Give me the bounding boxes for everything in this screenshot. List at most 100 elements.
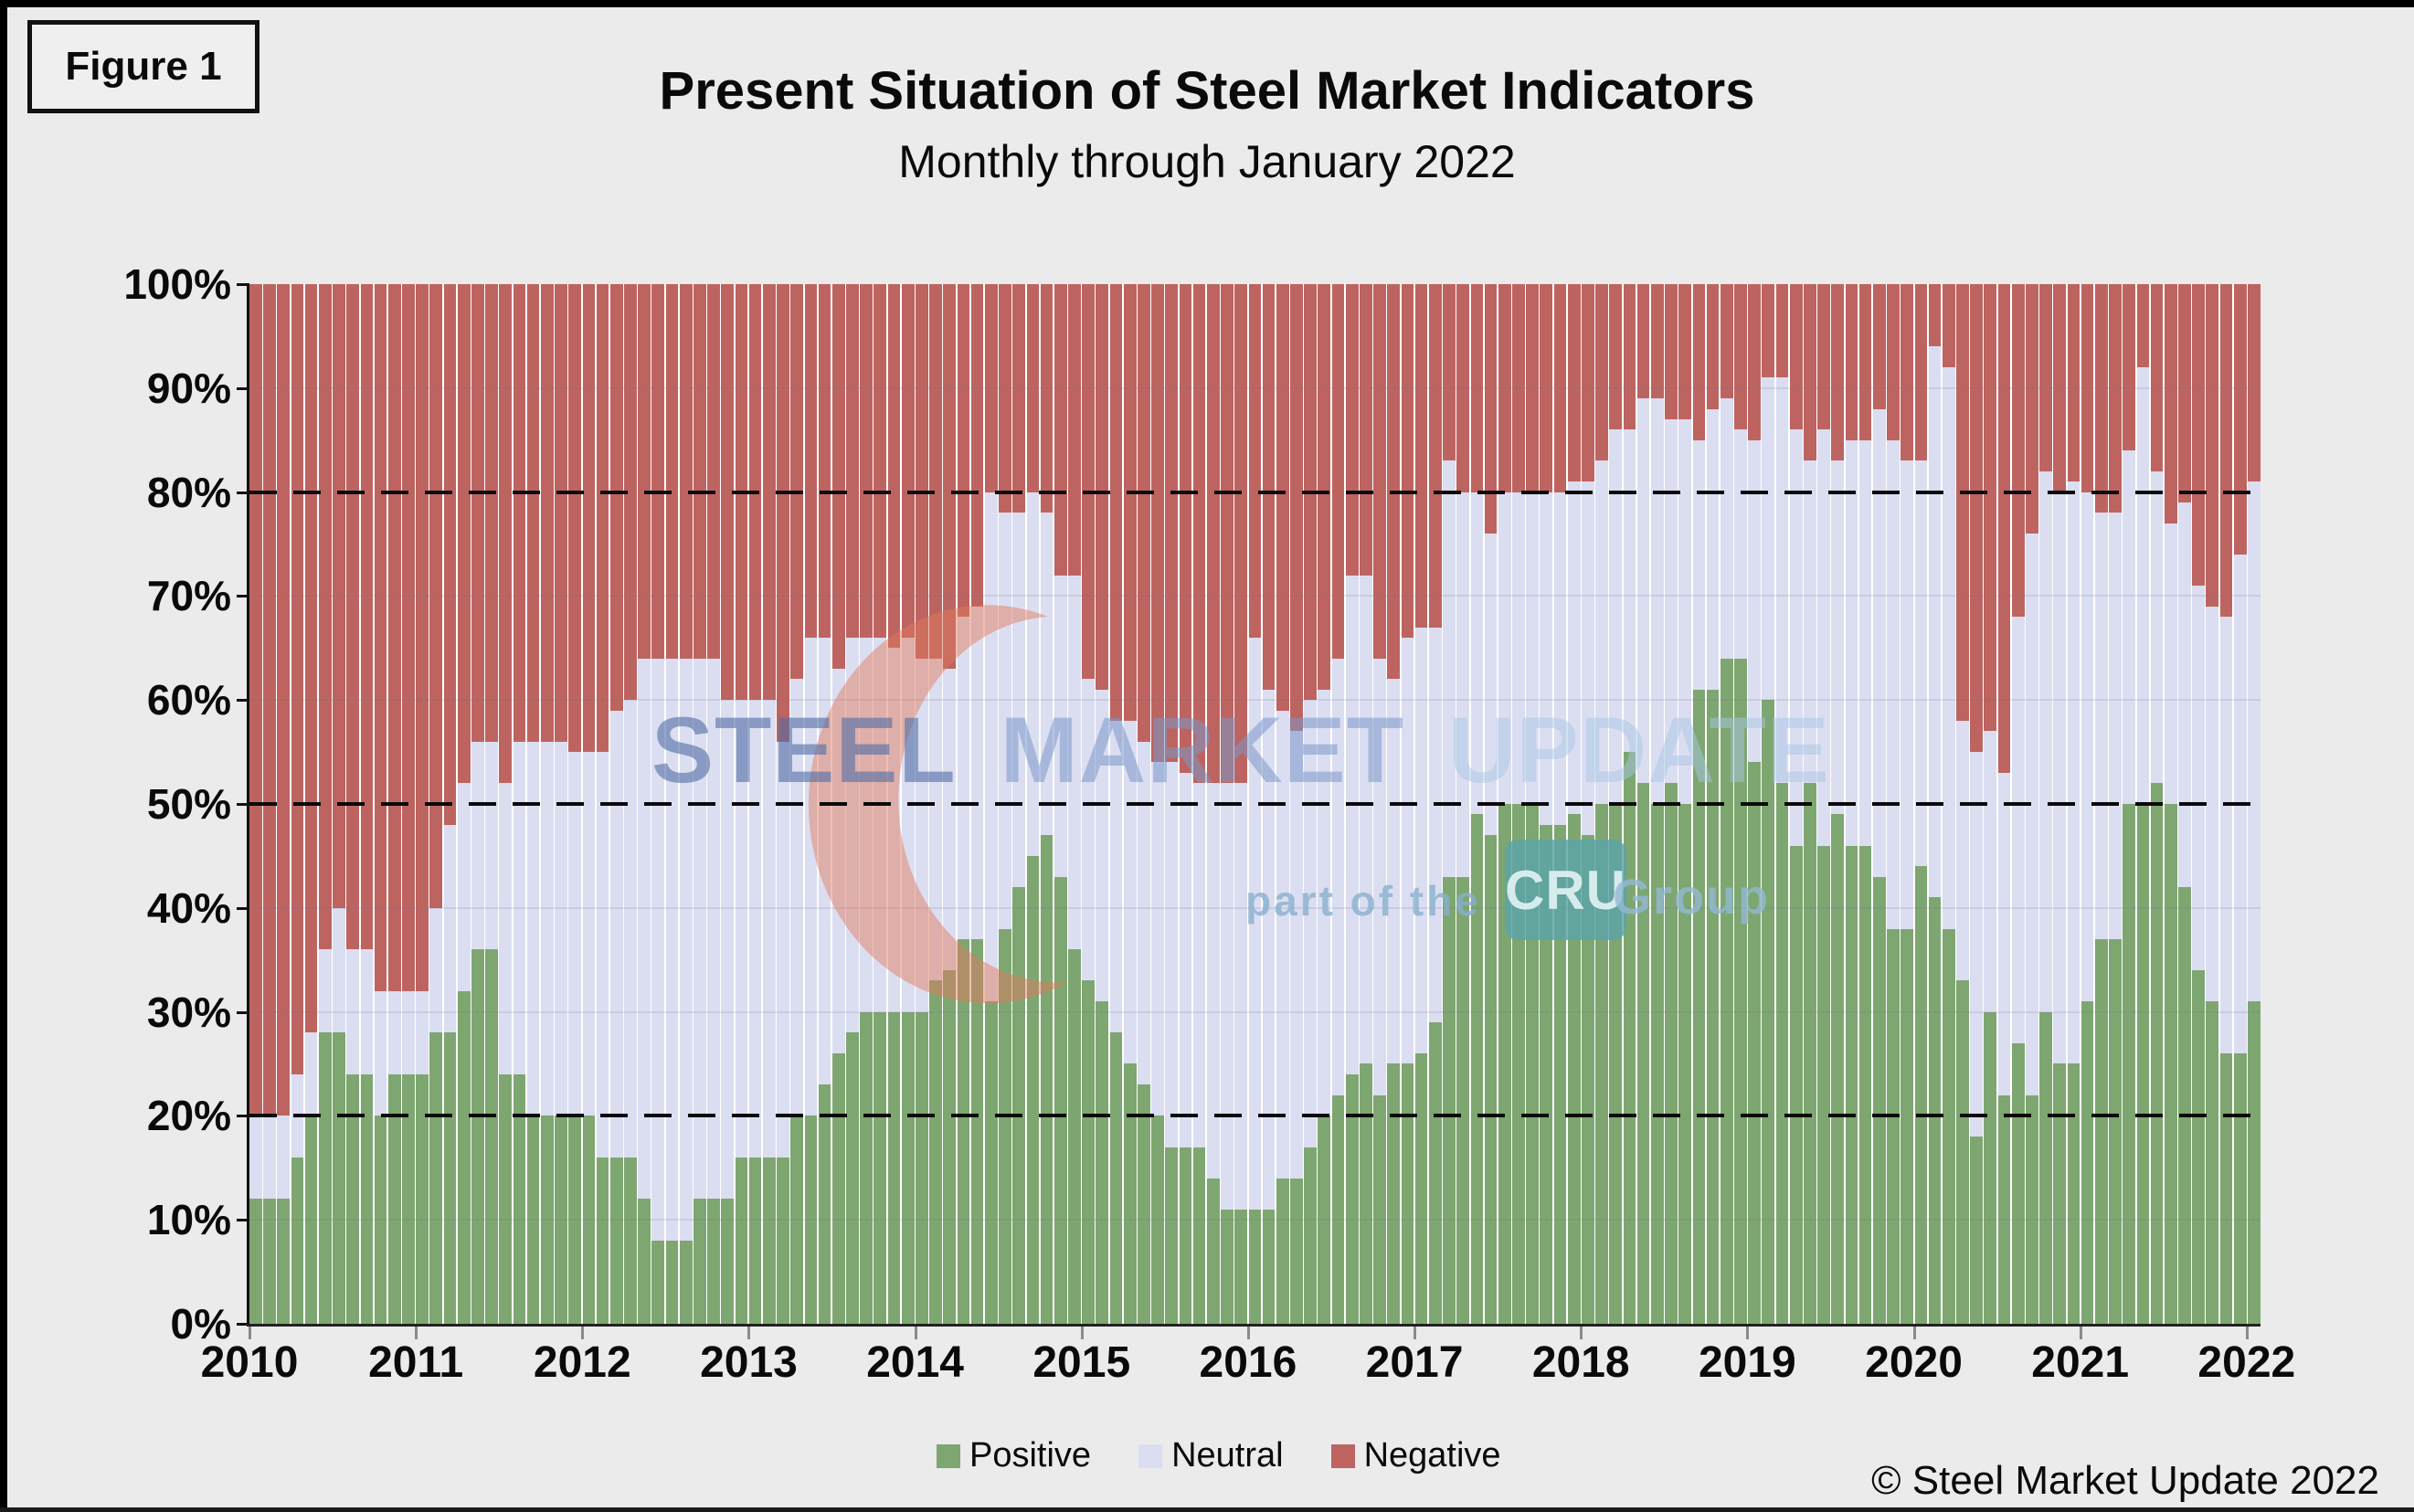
- bar-segment-negative: [1192, 284, 1206, 784]
- bar-segment-negative: [1428, 284, 1442, 628]
- stacked-bar: [638, 284, 651, 1324]
- bar-segment-neutral: [1331, 658, 1345, 1095]
- bar-segment-neutral: [1984, 731, 1997, 1012]
- bar-segment-neutral: [1498, 492, 1511, 804]
- bar-segment-neutral: [1138, 741, 1150, 1085]
- bar-segment-neutral: [818, 637, 831, 1085]
- bar-segment-neutral: [1970, 752, 1983, 1137]
- bar-segment-positive: [2094, 938, 2108, 1324]
- bar-segment-positive: [887, 1011, 901, 1324]
- bar-segment-positive: [1665, 783, 1678, 1324]
- stacked-bar: [304, 284, 318, 1324]
- bar-segment-positive: [2233, 1053, 2247, 1324]
- stacked-bar: [2136, 284, 2150, 1324]
- bar-segment-neutral: [2178, 502, 2191, 888]
- bar-segment-negative: [499, 284, 513, 784]
- bar-segment-neutral: [1900, 460, 1913, 929]
- stacked-bar: [2039, 284, 2052, 1324]
- bar-segment-negative: [457, 284, 471, 784]
- bar-segment-negative: [540, 284, 554, 742]
- bar-segment-negative: [1373, 284, 1386, 659]
- stacked-bar: [693, 284, 706, 1324]
- bar-segment-neutral: [1096, 689, 1109, 1002]
- bar-segment-neutral: [624, 700, 637, 1158]
- chart-subtitle: Monthly through January 2022: [898, 136, 1516, 187]
- bar-segment-positive: [249, 1199, 262, 1324]
- bar-segment-negative: [1997, 284, 2011, 773]
- stacked-bar: [790, 284, 803, 1324]
- bar-segment-neutral: [1109, 720, 1123, 1033]
- bar-segment-neutral: [568, 752, 581, 1116]
- bar-segment-neutral: [887, 648, 901, 1012]
- bar-segment-positive: [346, 1073, 359, 1324]
- bar-segment-positive: [1318, 1115, 1331, 1324]
- bar-segment-negative: [1456, 284, 1469, 492]
- bar-segment-positive: [735, 1157, 748, 1324]
- bar-segment-neutral: [485, 741, 498, 950]
- bar-segment-positive: [1428, 1021, 1442, 1324]
- bar-segment-neutral: [1720, 398, 1733, 659]
- bar-segment-negative: [1068, 284, 1081, 576]
- bar-segment-neutral: [1678, 418, 1691, 804]
- bar-segment-positive: [707, 1199, 720, 1324]
- bar-segment-negative: [804, 284, 818, 638]
- bar-segment-neutral: [1068, 575, 1081, 950]
- stacked-bar: [804, 284, 818, 1324]
- bar-segment-positive: [555, 1115, 567, 1324]
- stacked-bar: [735, 284, 748, 1324]
- bar-segment-neutral: [1817, 429, 1830, 846]
- bar-segment-neutral: [748, 700, 762, 1158]
- bar-segment-negative: [1443, 284, 1456, 461]
- bar-segment-neutral: [1206, 783, 1220, 1179]
- x-tick-mark: [914, 1327, 917, 1339]
- bar-segment-negative: [429, 284, 443, 908]
- bar-segment-neutral: [1928, 346, 1942, 898]
- bar-segment-negative: [818, 284, 831, 638]
- x-tick-label: 2011: [368, 1338, 464, 1387]
- stacked-bar: [387, 284, 401, 1324]
- bar-segment-negative: [1665, 284, 1678, 419]
- bar-segment-negative: [1928, 284, 1942, 347]
- stacked-bar: [1123, 284, 1137, 1324]
- bar-segment-neutral: [901, 637, 915, 1012]
- bar-segment-positive: [374, 1115, 387, 1324]
- bar-segment-positive: [1165, 1147, 1179, 1324]
- bar-segment-positive: [2123, 803, 2135, 1324]
- bar-segment-negative: [582, 284, 596, 753]
- bar-segment-negative: [1360, 284, 1372, 576]
- bar-segment-negative: [1331, 284, 1345, 659]
- bar-segment-negative: [346, 284, 359, 950]
- bar-segment-positive: [2039, 1011, 2052, 1324]
- stacked-bar: [818, 284, 831, 1324]
- y-tick-label: 40%: [146, 883, 231, 932]
- bar-segment-neutral: [1887, 439, 1900, 929]
- bar-segment-neutral: [873, 637, 887, 1012]
- bar-segment-positive: [1206, 1178, 1220, 1324]
- stacked-bar: [1734, 284, 1747, 1324]
- bar-segment-positive: [2026, 1094, 2038, 1324]
- bar-segment-neutral: [1636, 398, 1650, 784]
- bar-segment-neutral: [2123, 450, 2135, 804]
- bar-segment-neutral: [1470, 492, 1484, 815]
- stacked-bar: [1872, 284, 1886, 1324]
- stacked-bar: [1845, 284, 1858, 1324]
- x-tick-mark: [581, 1327, 585, 1339]
- bar-segment-positive: [1484, 835, 1498, 1324]
- bar-segment-negative: [1650, 284, 1664, 399]
- y-tick-label: 0%: [170, 1300, 231, 1348]
- y-tick-mark: [237, 491, 249, 494]
- bar-segment-neutral: [1165, 762, 1179, 1147]
- stacked-bar: [846, 284, 859, 1324]
- bar-segment-neutral: [1997, 772, 2011, 1095]
- bar-segment-negative: [555, 284, 567, 742]
- bar-segment-negative: [1553, 284, 1567, 492]
- stacked-bar: [443, 284, 457, 1324]
- bar-segment-positive: [1762, 700, 1775, 1324]
- bar-segment-positive: [624, 1157, 637, 1324]
- stacked-bar: [1582, 284, 1594, 1324]
- stacked-bar: [1804, 284, 1816, 1324]
- bar-segment-negative: [1734, 284, 1747, 430]
- bar-segment-positive: [638, 1199, 651, 1324]
- bar-segment-positive: [679, 1240, 693, 1324]
